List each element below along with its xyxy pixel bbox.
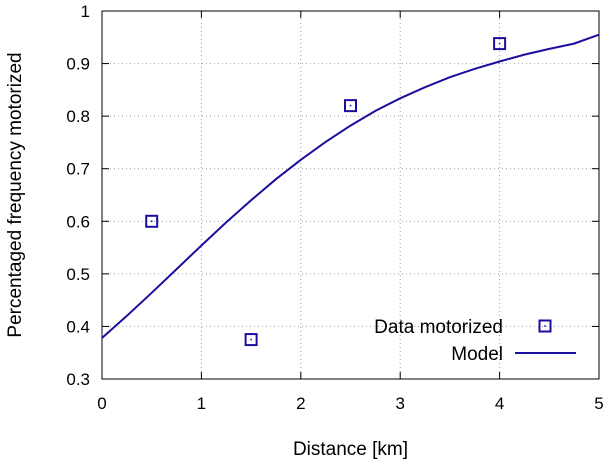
data-point [145,214,159,228]
data-point-center [498,42,501,45]
x-tick-label: 2 [296,394,305,413]
x-axis-title: Distance [km] [293,439,408,460]
legend-marker-data-center [544,325,546,327]
series [101,33,600,347]
y-tick-label: 0.7 [66,160,90,179]
x-tick-label: 5 [594,394,603,413]
data-point-center [349,104,352,107]
legend-label-model: Model [451,344,503,365]
legend-label-data-motorized: Data motorized [374,317,503,338]
y-tick-label: 0.4 [66,317,90,336]
axis-ticks [101,10,600,380]
legend: Data motorized Model [374,317,576,365]
data-point [344,99,357,113]
x-tick-label: 1 [197,394,206,413]
grid [102,11,599,379]
x-tick-label: 3 [395,394,404,413]
data-point [244,333,258,347]
y-tick-label: 1 [81,2,90,21]
x-tick-label: 4 [495,394,504,413]
y-tick-label: 0.8 [66,107,90,126]
model-curve [101,33,600,339]
data-point [493,37,507,51]
y-tick-labels: 0.3 0.4 0.5 0.6 0.7 0.8 0.9 1 [66,2,90,389]
legend-marker-data-motorized [538,319,552,333]
data-point-center [250,338,252,341]
x-tick-labels: 0 1 2 3 4 5 [97,394,603,413]
plot-frame [101,10,600,380]
y-tick-label: 0.9 [66,55,90,74]
y-tick-label: 0.6 [66,212,90,231]
x-tick-label: 0 [97,394,106,413]
data-point-center [150,220,153,223]
y-tick-label: 0.5 [66,265,90,284]
y-tick-label: 0.3 [66,370,90,389]
y-axis-title: Percentaged frequency motorized [5,52,26,337]
